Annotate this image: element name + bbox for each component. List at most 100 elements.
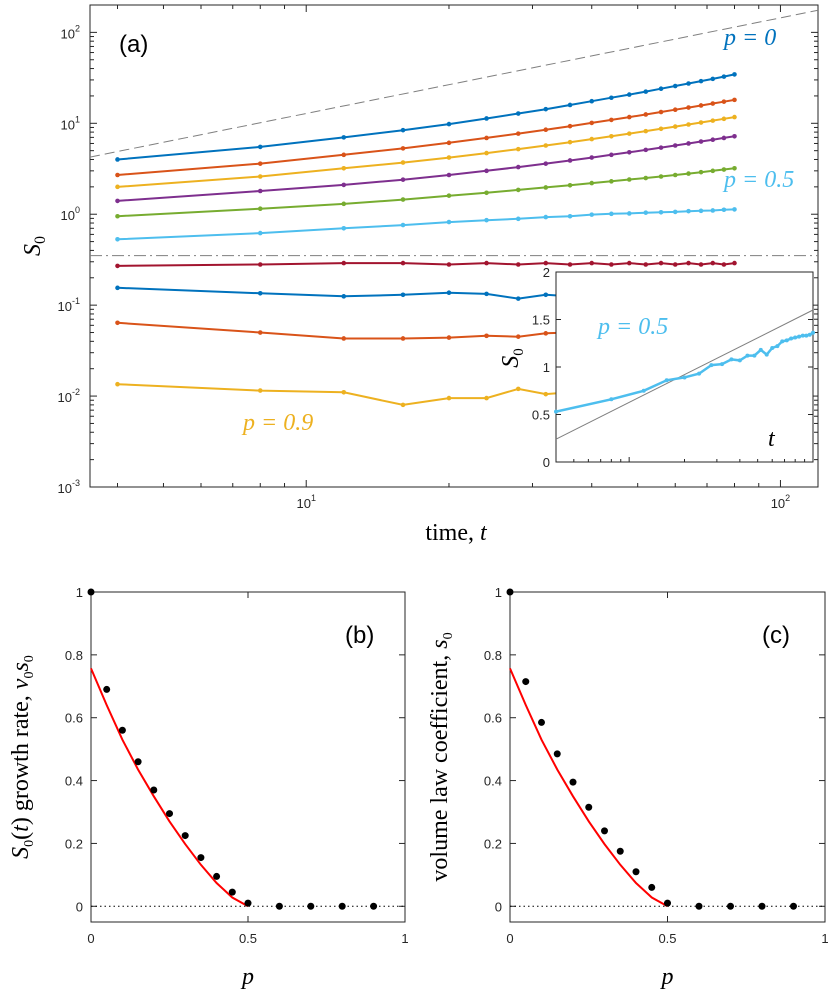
- inset-series-point: [784, 338, 789, 343]
- series-point: [626, 114, 632, 120]
- inset-series-point: [641, 388, 646, 393]
- series-point: [115, 236, 120, 242]
- data-point: [244, 899, 252, 907]
- series-point: [626, 149, 632, 155]
- series-point: [686, 260, 691, 266]
- series-point: [115, 172, 120, 178]
- series-point: [115, 213, 120, 219]
- y-tick-label: 10-3: [58, 478, 80, 496]
- series-point: [515, 146, 521, 152]
- series-point: [400, 127, 406, 133]
- series-point: [115, 184, 120, 190]
- series-point: [484, 291, 489, 297]
- series-point: [543, 292, 549, 298]
- y-axis-label: S0: [20, 236, 49, 256]
- annotation-p-0-5: p = 0.5: [722, 167, 794, 193]
- x-tick-label: 102: [771, 493, 790, 511]
- series-point: [721, 167, 727, 172]
- series-point: [721, 116, 727, 122]
- series-point: [626, 92, 632, 97]
- inset-y-tick-label: 0: [543, 455, 550, 470]
- series-point: [257, 230, 263, 236]
- series-point: [672, 107, 678, 113]
- data-point: [213, 872, 221, 880]
- series-point: [400, 222, 406, 228]
- series-point: [609, 133, 614, 139]
- x-tick-label: 1: [821, 931, 828, 946]
- inset-series-point: [729, 357, 734, 362]
- panel-a-inset: 0 0.5 1 1.5 2 p = 0.5 t S0: [498, 265, 815, 470]
- series-point: [341, 182, 347, 188]
- inset-series-point: [697, 371, 702, 376]
- data-point: [790, 902, 797, 910]
- theory-curve: [90, 668, 249, 908]
- series-point: [686, 105, 691, 110]
- y-tick-label: 1: [495, 585, 502, 600]
- series-point: [115, 263, 120, 269]
- series-point: [257, 330, 263, 335]
- series-point: [721, 262, 727, 267]
- panel-label-b: (b): [345, 622, 374, 649]
- series-point: [341, 294, 347, 299]
- series-point: [484, 116, 489, 121]
- series-point: [710, 101, 716, 106]
- series-point: [732, 133, 737, 139]
- data-point: [553, 750, 561, 758]
- series-point: [400, 146, 406, 151]
- series-point: [446, 172, 452, 178]
- series-point: [589, 260, 595, 266]
- series-point: [257, 144, 263, 150]
- series-point: [341, 165, 347, 171]
- series-point: [589, 180, 595, 186]
- series-point: [400, 260, 406, 266]
- inset-series-point: [720, 362, 725, 367]
- inset-series-point: [775, 344, 780, 349]
- series-point: [567, 213, 573, 219]
- series-point: [686, 81, 691, 86]
- series-point: [543, 391, 549, 397]
- data-point: [307, 902, 315, 910]
- series-point: [710, 137, 716, 143]
- x-tick-label: 0: [506, 931, 513, 946]
- series-point: [672, 143, 678, 148]
- data-point: [695, 902, 703, 910]
- series-point: [658, 109, 664, 115]
- series-point: [400, 197, 406, 202]
- series-point: [115, 381, 120, 387]
- inset-series-point: [811, 330, 815, 335]
- inset-series-point: [664, 378, 669, 383]
- inset-series-point: [789, 336, 794, 341]
- series-point: [658, 174, 664, 179]
- inset-series-point: [609, 397, 614, 402]
- series-point: [543, 127, 549, 133]
- series-point: [115, 157, 120, 162]
- series-point: [446, 193, 452, 198]
- y-tick-label: 0.6: [484, 711, 502, 726]
- data-point: [538, 718, 545, 726]
- series-point: [400, 402, 406, 408]
- series-point: [698, 169, 704, 175]
- y-tick-label: 0: [76, 899, 83, 914]
- series-point: [543, 161, 549, 166]
- inset-series-point: [780, 339, 785, 344]
- data-point: [758, 902, 766, 910]
- series-point: [400, 292, 406, 298]
- inset-y-tick-label: 1.5: [532, 313, 550, 328]
- x-axis-label: p: [660, 964, 674, 990]
- series-point: [658, 209, 664, 215]
- series-point: [658, 86, 664, 92]
- y-tick-label: 0.2: [484, 836, 502, 851]
- inset-series-point: [758, 347, 763, 352]
- series-point: [658, 126, 664, 132]
- series-point: [567, 183, 573, 188]
- series-point: [400, 160, 406, 165]
- series-point: [446, 262, 452, 267]
- series-point: [672, 209, 678, 215]
- y-axis-label: S0(t) growth rate, v0s0: [8, 655, 37, 859]
- series-point: [484, 150, 489, 156]
- inset-series-point: [793, 335, 798, 340]
- series-point: [609, 95, 614, 101]
- series-point: [589, 98, 595, 104]
- series-point: [515, 111, 521, 116]
